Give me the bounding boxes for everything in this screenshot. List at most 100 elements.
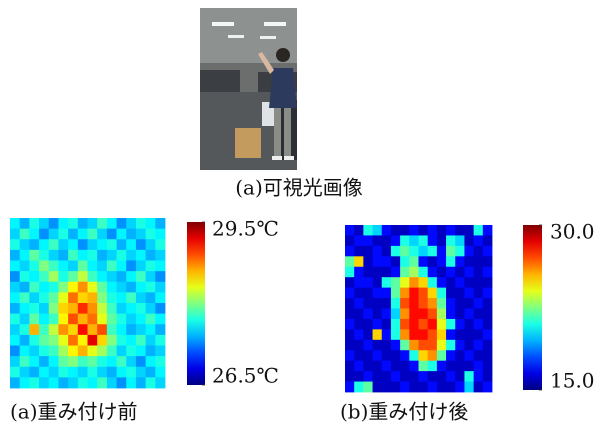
heat-cell — [400, 361, 410, 372]
heat-cell — [78, 239, 88, 250]
heat-cell — [136, 324, 146, 335]
heat-cell — [455, 371, 465, 382]
heat-cell — [155, 292, 165, 303]
heat-cell — [391, 309, 401, 320]
heat-cell — [354, 371, 364, 382]
heat-cell — [354, 319, 364, 330]
heat-cell — [68, 261, 78, 272]
heat-cell — [58, 377, 68, 388]
heat-cell — [88, 303, 98, 314]
heat-cell — [474, 382, 484, 393]
heat-cell — [382, 319, 392, 330]
heat-cell — [446, 361, 456, 372]
heat-cell — [146, 303, 156, 314]
heat-cell — [107, 335, 117, 346]
colorbar — [523, 225, 542, 390]
heat-cell — [409, 288, 419, 299]
heat-cell — [107, 271, 117, 282]
heat-cell — [400, 225, 410, 236]
heat-cell — [117, 314, 127, 325]
heat-cell — [437, 350, 447, 361]
heat-cell — [97, 282, 107, 293]
heat-cell — [464, 298, 474, 309]
heat-cell — [117, 303, 127, 314]
heat-cell — [146, 282, 156, 293]
heat-cell — [68, 303, 78, 314]
heat-cell — [117, 229, 127, 240]
heat-cell — [428, 382, 438, 393]
heat-cell — [437, 225, 447, 236]
heat-cell — [409, 225, 419, 236]
heat-cell — [78, 356, 88, 367]
heat-cell — [136, 229, 146, 240]
heat-cell — [354, 340, 364, 351]
heat-cell — [464, 267, 474, 278]
heat-cell — [464, 382, 474, 393]
heat-cell — [39, 229, 49, 240]
heat-cell — [29, 324, 39, 335]
heat-cell — [409, 256, 419, 267]
heat-cell — [400, 319, 410, 330]
heat-cell — [437, 340, 447, 351]
heat-cell — [20, 367, 30, 378]
heat-cell — [117, 239, 127, 250]
heat-cell — [20, 314, 30, 325]
heat-cell — [354, 277, 364, 288]
heat-cell — [136, 377, 146, 388]
heat-cell — [49, 303, 59, 314]
heat-cell — [409, 277, 419, 288]
heat-cell — [88, 218, 98, 229]
heat-cell — [483, 340, 493, 351]
heat-cell — [97, 218, 107, 229]
heat-cell — [155, 282, 165, 293]
heat-cell — [391, 235, 401, 246]
heat-cell — [419, 298, 429, 309]
heat-cell — [474, 329, 484, 340]
heat-cell — [107, 377, 117, 388]
heat-cell — [39, 324, 49, 335]
heat-cell — [437, 309, 447, 320]
heat-cell — [136, 250, 146, 261]
heat-cell — [20, 335, 30, 346]
heat-cell — [373, 267, 383, 278]
heat-cell — [428, 246, 438, 257]
heat-cell — [437, 246, 447, 257]
heat-cell — [373, 277, 383, 288]
heat-cell — [345, 298, 355, 309]
heat-cell — [146, 356, 156, 367]
heat-cell — [10, 239, 20, 250]
heat-cell — [58, 367, 68, 378]
heat-cell — [88, 356, 98, 367]
heat-cell — [88, 292, 98, 303]
light — [228, 35, 244, 38]
heat-cell — [117, 250, 127, 261]
heat-cell — [354, 309, 364, 320]
heat-cell — [474, 350, 484, 361]
heat-cell — [391, 319, 401, 330]
heat-cell — [58, 292, 68, 303]
heat-cell — [437, 267, 447, 278]
heat-cell — [409, 235, 419, 246]
heat-cell — [363, 246, 373, 257]
heat-cell — [391, 288, 401, 299]
heat-cell — [409, 246, 419, 257]
heat-cell — [78, 282, 88, 293]
heat-cell — [49, 324, 59, 335]
heat-cell — [68, 271, 78, 282]
heat-cell — [373, 309, 383, 320]
heat-cell — [382, 277, 392, 288]
heat-cell — [39, 271, 49, 282]
heat-cell — [455, 235, 465, 246]
heat-cell — [146, 377, 156, 388]
heat-cell — [126, 261, 136, 272]
heat-cell — [345, 382, 355, 393]
heat-cell — [400, 309, 410, 320]
heat-cell — [126, 303, 136, 314]
heat-cell — [20, 218, 30, 229]
heat-cell — [10, 346, 20, 357]
heat-cell — [409, 371, 419, 382]
heat-cell — [58, 303, 68, 314]
heat-cell — [455, 256, 465, 267]
heat-cell — [136, 218, 146, 229]
heat-cell — [49, 239, 59, 250]
